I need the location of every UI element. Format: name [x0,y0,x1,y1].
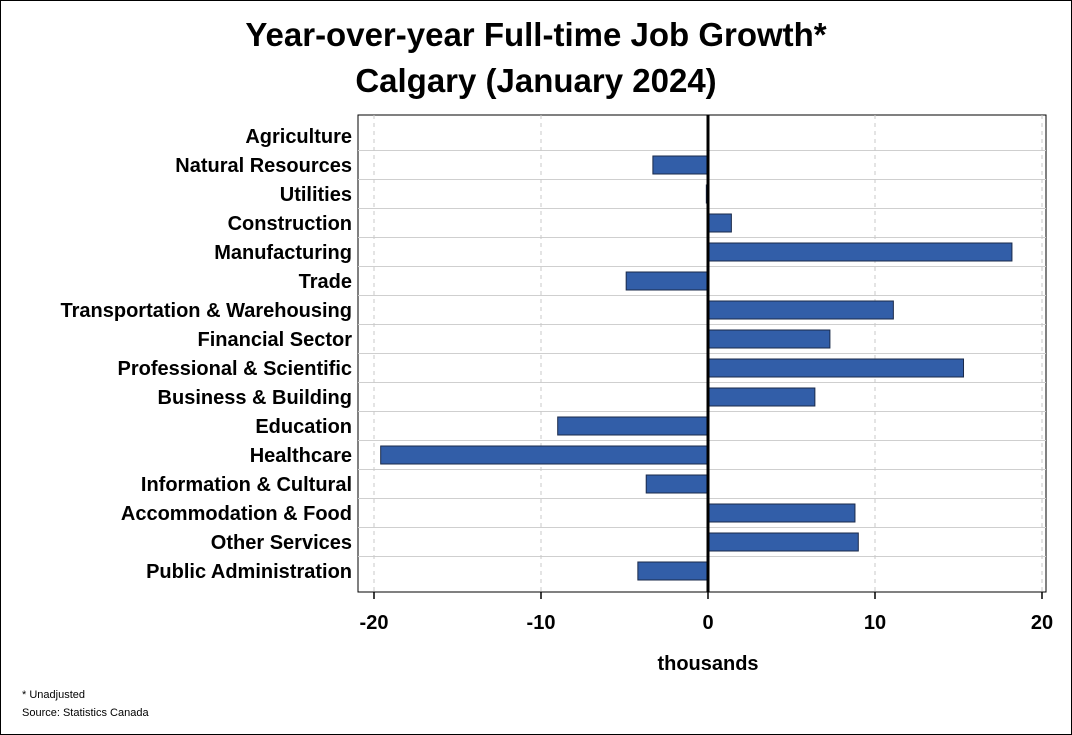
bar [637,561,709,581]
category-label: Information & Cultural [141,474,352,496]
bar [707,213,732,233]
bar [380,445,709,465]
bar [707,242,1013,262]
category-label: Other Services [211,532,352,554]
bar [707,300,894,320]
category-label: Construction [228,213,352,235]
x-tick-label: 10 [864,612,886,634]
x-axis: -20 -10 0 10 20 [360,115,1053,634]
category-labels: Agriculture Natural Resources Utilities Con… [61,126,353,583]
x-tick-label: -10 [527,612,556,634]
category-label: Professional & Scientific [117,358,352,380]
category-label: Agriculture [245,126,352,148]
bars [380,155,1013,581]
bar [707,329,831,349]
footnote: * Unadjusted [22,689,85,701]
category-label: Trade [299,271,352,293]
grid [357,114,1047,593]
bar [707,532,859,552]
category-label: Healthcare [250,445,352,467]
x-axis-label: thousands [657,653,758,675]
source-note: Source: Statistics Canada [22,707,149,719]
bar [652,155,709,175]
category-label: Business & Building [158,387,352,409]
x-tick-label: 20 [1031,612,1053,634]
bar [707,358,965,378]
chart-subtitle: Calgary (January 2024) [355,62,717,99]
bar [645,474,709,494]
bar [557,416,709,436]
category-label: Public Administration [146,561,352,583]
category-label: Transportation & Warehousing [61,300,353,322]
chart-title: Year-over-year Full-time Job Growth* [245,16,827,53]
category-label: Financial Sector [198,329,353,351]
x-tick-label: -20 [360,612,389,634]
category-label: Manufacturing [214,242,352,264]
bar [707,387,816,407]
category-label: Natural Resources [175,155,352,177]
category-label: Accommodation & Food [121,503,352,525]
category-label: Education [255,416,352,438]
x-tick-label: 0 [702,612,713,634]
bar [707,503,856,523]
category-label: Utilities [280,184,352,206]
bar [625,271,709,291]
